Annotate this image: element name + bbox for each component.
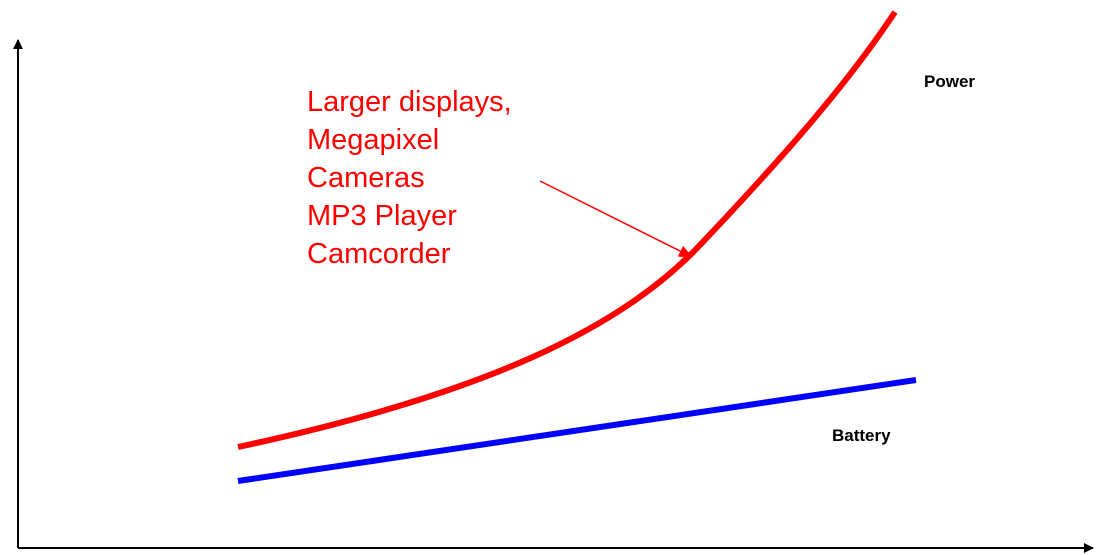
- power-curve: [237, 10, 898, 450]
- annotation-arrow: [539, 180, 693, 258]
- battery-line: [237, 377, 917, 484]
- annotation-line: Megapixel: [307, 124, 439, 156]
- annotation-line: Larger displays,: [307, 86, 512, 118]
- annotation-line: Camcorder: [307, 238, 451, 270]
- battery-label: Battery: [832, 426, 891, 445]
- annotation-line: Cameras: [307, 162, 425, 194]
- power-label: Power: [924, 72, 975, 91]
- annotation: Larger displays, Megapixel Cameras MP3 Play…: [307, 86, 512, 270]
- annotation-line: MP3 Player: [307, 200, 457, 232]
